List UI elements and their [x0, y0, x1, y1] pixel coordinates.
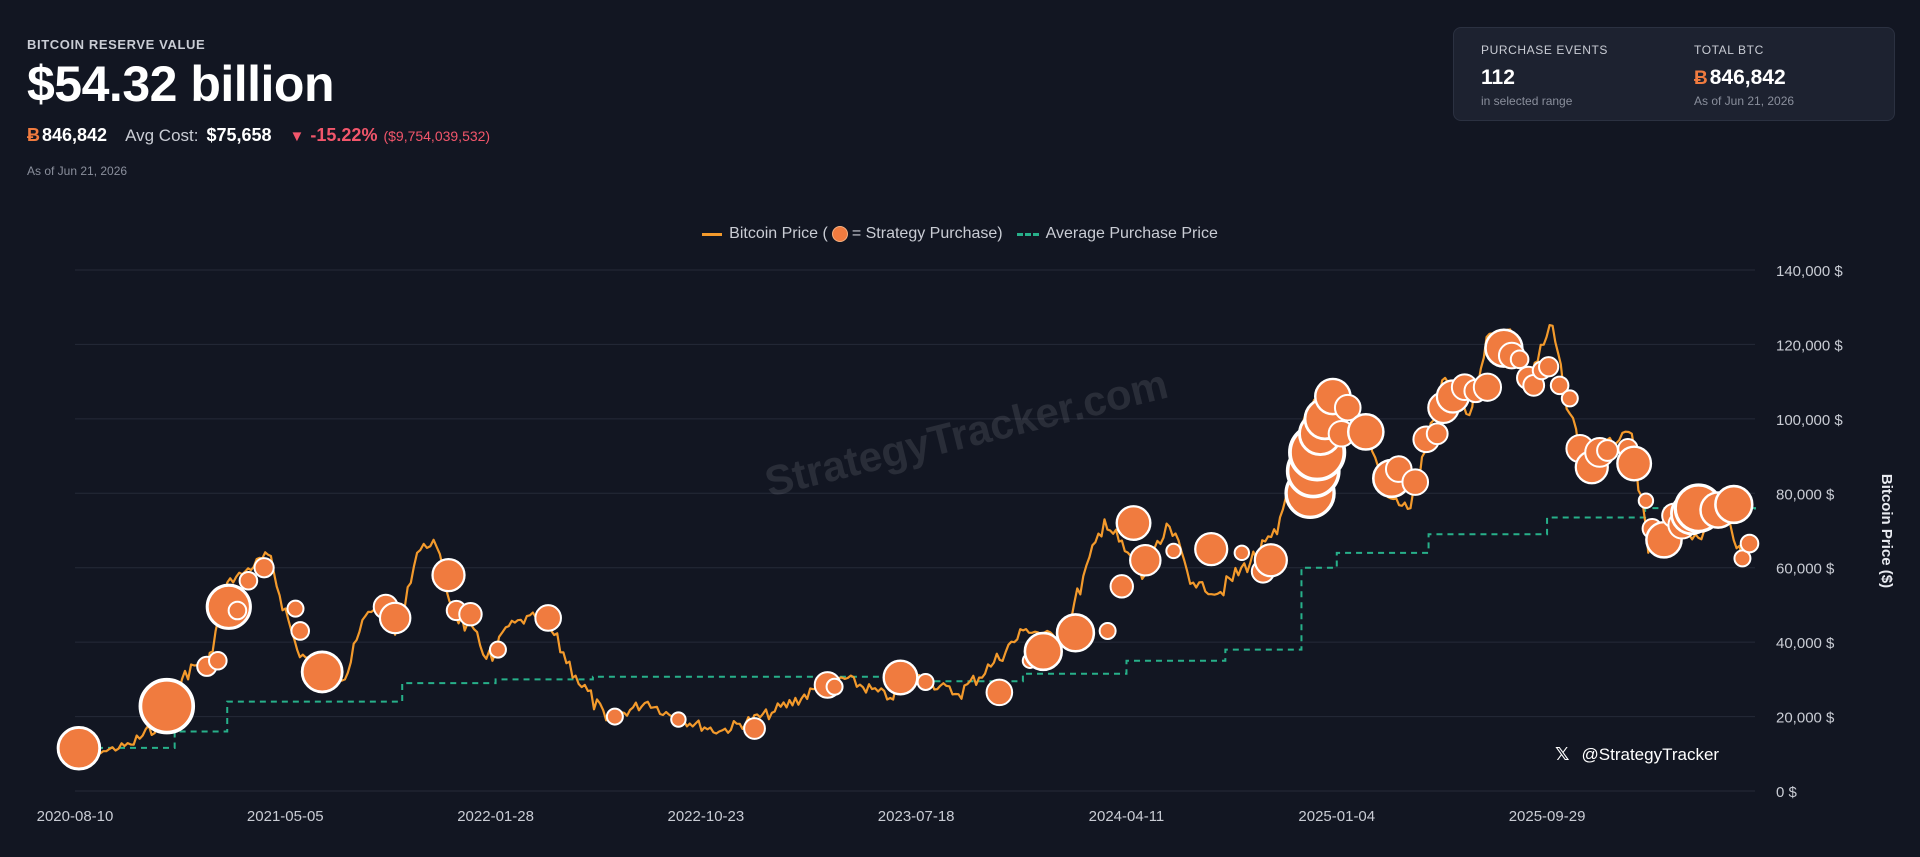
- purchase-bubble: [300, 650, 344, 694]
- purchase-bubble: [431, 558, 466, 593]
- bitcoin-icon: Ƀ: [27, 125, 40, 145]
- purchase-bubble: [1739, 533, 1760, 554]
- handle-text: @StrategyTracker: [1581, 744, 1720, 764]
- stats-card: PURCHASE EVENTS 112 in selected range TO…: [1453, 27, 1895, 121]
- purchase-bubble: [1109, 574, 1134, 599]
- purchase-bubble: [488, 640, 507, 659]
- purchase-bubble: [458, 602, 483, 627]
- x-tick-label: 2022-10-23: [668, 808, 745, 825]
- purchase-events-title: PURCHASE EVENTS: [1481, 43, 1609, 57]
- x-tick-label: 2022-01-28: [457, 808, 534, 825]
- purchase-bubble: [1637, 492, 1655, 509]
- purchase-bubble: [916, 672, 935, 691]
- purchase-bubble: [1165, 542, 1182, 560]
- purchase-bubble: [1401, 468, 1430, 496]
- avg-price-line: [75, 507, 1756, 749]
- purchase-bubble: [1714, 484, 1754, 525]
- total-btc-stat: TOTAL BTC Ƀ846,842 As of Jun 21, 2026: [1694, 43, 1794, 108]
- purchase-bubble: [1233, 544, 1251, 562]
- purchase-bubble: [1098, 621, 1117, 640]
- reserve-stats-row: Ƀ 846,842 Avg Cost: $75,658 ▼ -15.22% ($…: [27, 125, 490, 146]
- purchase-bubble: [1129, 544, 1162, 577]
- price-line-swatch: [702, 232, 723, 236]
- total-btc-title: TOTAL BTC: [1694, 43, 1764, 57]
- total-btc-value-row: Ƀ846,842: [1694, 66, 1794, 90]
- purchase-bubble: [670, 711, 687, 728]
- y-tick-label: 0 $: [1776, 784, 1798, 801]
- x-tick-label: 2024-04-11: [1089, 808, 1165, 825]
- y-tick-label: 20,000 $: [1776, 710, 1835, 727]
- purchase-bubble: [1333, 393, 1362, 422]
- avg-cost-label: Avg Cost:: [125, 126, 199, 145]
- down-triangle-icon: ▼: [289, 128, 305, 145]
- purchase-bubble: [1194, 531, 1229, 567]
- purchase-bubble: [1538, 356, 1560, 378]
- legend-avg-label: Average Purchase Price: [1045, 225, 1218, 242]
- bitcoin-icon: Ƀ: [1694, 68, 1708, 89]
- purchase-bubble: [138, 677, 196, 735]
- purchase-bubble: [605, 707, 624, 726]
- reserve-value: $54.32 billion: [27, 56, 335, 112]
- purchase-bubble: [208, 650, 228, 671]
- purchase-bubble: [1733, 549, 1752, 568]
- purchase-bubble: [227, 600, 248, 621]
- x-tick-label: 2023-07-18: [878, 808, 955, 825]
- purchase-bubble: [534, 604, 562, 632]
- purchase-bubble: [286, 599, 305, 618]
- social-handle[interactable]: 𝕏 @StrategyTracker: [1555, 744, 1719, 765]
- purchase-bubble: [985, 678, 1014, 707]
- purchase-bubble: [743, 717, 766, 740]
- btc-holdings: 846,842: [42, 125, 108, 145]
- purchase-events-stat: PURCHASE EVENTS 112 in selected range: [1481, 43, 1608, 108]
- purchase-bubble: [1560, 389, 1579, 408]
- purchase-bubble: [1346, 413, 1385, 451]
- purchase-bubble: [1115, 505, 1152, 542]
- change-percent: -15.22%: [310, 125, 378, 145]
- as-of-date: As of Jun 21, 2026: [27, 164, 128, 178]
- purchase-bubble: [56, 725, 102, 771]
- x-tick-label: 2025-09-29: [1509, 808, 1586, 825]
- reserve-value-label: BITCOIN RESERVE VALUE: [27, 37, 206, 52]
- x-tick-label: 2021-05-05: [247, 808, 324, 825]
- avg-cost-value: $75,658: [206, 125, 272, 145]
- x-logo-icon: 𝕏: [1555, 744, 1570, 764]
- avg-line-swatch: [1016, 232, 1039, 236]
- purchase-bubble: [1549, 375, 1570, 396]
- y-tick-label: 100,000 $: [1776, 412, 1843, 429]
- purchase-bubble: [1616, 445, 1653, 482]
- purchase-bubble: [1509, 349, 1530, 370]
- x-tick-label: 2020-08-10: [37, 808, 114, 825]
- y-tick-label: 120,000 $: [1776, 337, 1843, 354]
- y-tick-label: 40,000 $: [1776, 635, 1835, 652]
- purchase-bubble-icon: [831, 226, 848, 242]
- legend-price-label-post: = Strategy Purchase): [851, 225, 1003, 242]
- purchase-bubble: [1055, 613, 1096, 653]
- y-tick-label: 80,000 $: [1776, 486, 1835, 503]
- purchase-events-sub: in selected range: [1481, 94, 1573, 108]
- y-tick-label: 140,000 $: [1776, 263, 1843, 280]
- purchase-bubble: [1425, 422, 1449, 446]
- purchase-events-value: 112: [1481, 66, 1515, 89]
- purchase-bubble: [1023, 631, 1063, 672]
- purchase-bubble: [238, 570, 259, 591]
- total-btc-sub: As of Jun 21, 2026: [1694, 94, 1795, 108]
- y-axis-label: Bitcoin Price ($): [1878, 474, 1895, 588]
- total-btc-value: 846,842: [1709, 66, 1786, 89]
- y-tick-label: 60,000 $: [1776, 561, 1835, 578]
- chart-legend[interactable]: Bitcoin Price ( = Strategy Purchase) Ave…: [0, 225, 1920, 243]
- purchase-bubble: [1472, 372, 1503, 402]
- purchase-bubble: [882, 659, 919, 696]
- purchase-bubble: [378, 601, 412, 635]
- purchase-bubble: [253, 557, 275, 579]
- x-tick-label: 2025-01-04: [1298, 808, 1375, 825]
- purchase-bubble: [290, 621, 311, 641]
- purchase-bubble: [1596, 439, 1619, 462]
- change-amount: ($9,754,039,532): [383, 128, 491, 144]
- purchase-bubble: [825, 677, 844, 696]
- purchase-bubble: [1253, 543, 1288, 578]
- legend-price-label-pre: Bitcoin Price (: [729, 225, 828, 242]
